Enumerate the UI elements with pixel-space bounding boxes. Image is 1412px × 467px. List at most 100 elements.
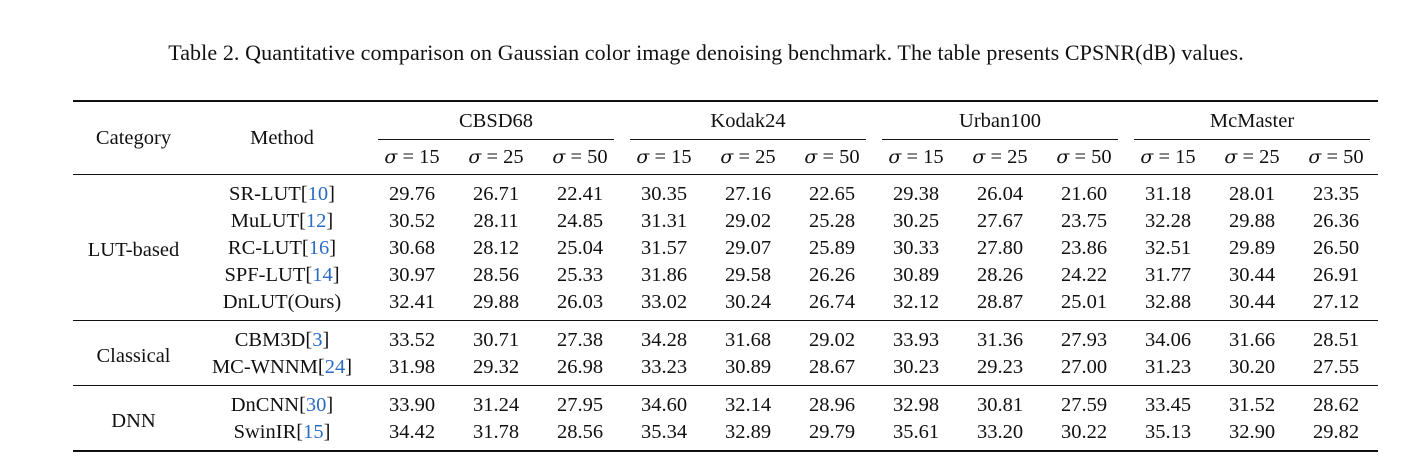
value-cell: 30.89 <box>892 264 940 286</box>
value-cell: 29.88 <box>472 291 520 313</box>
value-cell: 33.52 <box>388 329 436 351</box>
value-cell: 30.22 <box>1060 421 1108 443</box>
table-row: SPF-LUT[14] 30.97 28.56 25.33 31.86 29.58 26.2… <box>73 262 1378 289</box>
sigma-symbol: σ <box>468 145 482 168</box>
table-row: DNN DnCNN[30] 33.90 31.24 27.95 34.60 32.14 28.… <box>73 385 1379 432</box>
sigma-symbol: σ <box>888 145 902 168</box>
value-cell: 25.33 <box>556 264 604 286</box>
table-row: MC-WNNM[24] 31.98 29.32 26.98 33.23 30.89 28.6… <box>73 354 1378 386</box>
value-cell: 28.62 <box>1312 394 1360 416</box>
value-cell: 26.74 <box>808 291 856 313</box>
value-cell: 34.42 <box>388 421 436 443</box>
citation-link[interactable]: 24 <box>324 356 346 378</box>
value-cell: 27.93 <box>1060 329 1108 351</box>
header-sigma: σ = 15 <box>370 140 454 175</box>
value-cell: 30.25 <box>892 210 940 232</box>
sigma-symbol: σ <box>972 145 986 168</box>
value-cell: 30.44 <box>1228 291 1276 313</box>
value-cell: 26.03 <box>556 291 604 313</box>
value-cell: 28.11 <box>473 210 519 232</box>
header-dataset-cbsd68: CBSD68 <box>370 101 622 140</box>
value-cell: 34.28 <box>640 329 688 351</box>
value-cell: 31.98 <box>388 356 436 378</box>
value-cell: 30.97 <box>388 264 436 286</box>
header-row-datasets: Category Method CBSD68 Kodak24 Urban100 … <box>73 101 1379 149</box>
value-cell: 34.60 <box>640 394 688 416</box>
citation-link[interactable]: 3 <box>312 329 323 351</box>
value-cell: 28.56 <box>472 264 520 286</box>
value-cell: 23.75 <box>1060 210 1108 232</box>
value-cell: 32.41 <box>388 291 436 313</box>
table-row: LUT-based SR-LUT[10] 29.76 26.71 22.41 30.35 2… <box>73 174 1379 261</box>
table-row: MuLUT[12] 30.52 28.11 24.85 31.31 29.02 25.28 3… <box>73 208 1378 235</box>
method-name: CBM3D[ <box>234 329 313 351</box>
results-table: Category Method CBSD68 Kodak24 Urban100 … <box>73 100 1379 452</box>
value-cell: 30.52 <box>388 210 436 232</box>
citation-bracket: ] <box>329 237 337 259</box>
citation-link[interactable]: 10 <box>307 183 329 205</box>
value-cell: 29.23 <box>976 356 1024 378</box>
value-cell: 33.20 <box>976 421 1024 443</box>
value-cell: 27.00 <box>1060 356 1108 378</box>
sigma-value: = 25 <box>1237 145 1280 168</box>
value-cell: 30.24 <box>724 291 772 313</box>
value-cell: 33.93 <box>892 329 940 351</box>
value-cell: 32.14 <box>724 394 772 416</box>
sigma-symbol: σ <box>384 145 398 168</box>
citation-link[interactable]: 14 <box>312 264 333 286</box>
sigma-value: = 15 <box>397 145 440 168</box>
header-sigma: σ = 25 <box>958 140 1042 175</box>
citation-bracket: ] <box>323 421 331 443</box>
value-cell: 22.65 <box>808 183 856 205</box>
value-cell: 31.36 <box>976 329 1024 351</box>
dataset-underline <box>630 139 867 140</box>
value-cell: 28.01 <box>1228 183 1276 205</box>
value-cell: 29.32 <box>472 356 520 378</box>
value-cell: 25.89 <box>808 237 856 259</box>
value-cell: 32.12 <box>892 291 940 313</box>
value-cell: 27.12 <box>1312 291 1360 313</box>
sigma-symbol: σ <box>636 145 650 168</box>
value-cell: 29.58 <box>724 264 772 286</box>
value-cell: 31.66 <box>1228 329 1276 351</box>
value-cell: 30.81 <box>976 394 1024 416</box>
citation-bracket: ] <box>326 210 334 232</box>
citation-link[interactable]: 30 <box>305 394 327 416</box>
value-cell: 29.82 <box>1312 421 1360 443</box>
value-cell: 27.67 <box>976 210 1024 232</box>
method-name: MuLUT[ <box>230 210 306 232</box>
value-cell: 28.26 <box>976 264 1024 286</box>
method-name: MC-WNNM[ <box>211 356 325 378</box>
value-cell: 28.51 <box>1312 329 1360 351</box>
citation-bracket: ] <box>322 329 330 351</box>
value-cell: 30.89 <box>724 356 772 378</box>
value-cell: 26.71 <box>472 183 520 205</box>
value-cell: 35.61 <box>892 421 940 443</box>
value-cell: 32.89 <box>724 421 772 443</box>
value-cell: 28.67 <box>808 356 856 378</box>
citation-link[interactable]: 15 <box>303 421 324 443</box>
category-cell: LUT-based <box>87 239 180 261</box>
method-name: DnCNN[ <box>230 394 306 416</box>
value-cell: 31.23 <box>1144 356 1192 378</box>
method-cell: MuLUT[12] <box>194 208 370 235</box>
value-cell: 31.78 <box>472 421 520 443</box>
sigma-symbol: σ <box>1140 145 1154 168</box>
method-name: RC-LUT[ <box>227 237 309 259</box>
value-cell: 31.86 <box>640 264 688 286</box>
value-cell: 26.36 <box>1312 210 1360 232</box>
sigma-value: = 15 <box>901 145 944 168</box>
value-cell: 27.38 <box>556 329 604 351</box>
citation-link[interactable]: 12 <box>305 210 327 232</box>
value-cell: 31.24 <box>472 394 520 416</box>
value-cell: 26.91 <box>1312 264 1360 286</box>
sigma-value: = 25 <box>481 145 524 168</box>
value-cell: 21.60 <box>1060 183 1108 205</box>
value-cell: 27.16 <box>724 183 772 205</box>
value-cell: 31.52 <box>1228 394 1276 416</box>
citation-link[interactable]: 16 <box>308 237 330 259</box>
header-method: Method <box>250 126 314 149</box>
value-cell: 26.26 <box>808 264 856 286</box>
value-cell: 33.02 <box>640 291 688 313</box>
table-row: Classical CBM3D[3] 33.52 30.71 27.38 34.28 31.… <box>73 320 1379 367</box>
